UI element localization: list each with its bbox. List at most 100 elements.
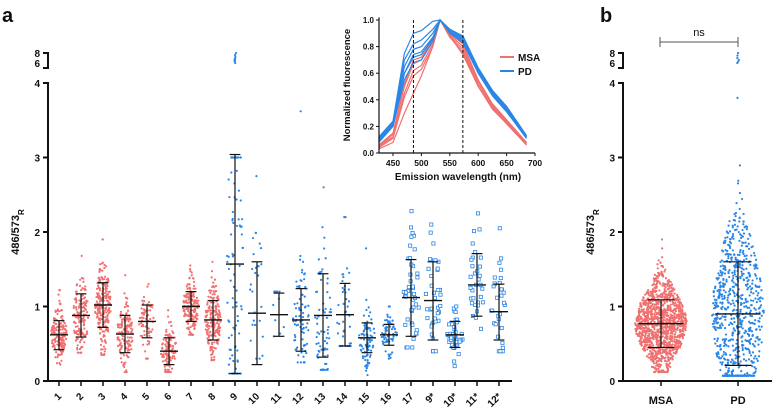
- data-point: [323, 348, 326, 352]
- data-point: [106, 318, 109, 321]
- data-point: [368, 340, 372, 343]
- data-point: [51, 326, 54, 329]
- data-point: [321, 368, 324, 371]
- data-point: [493, 322, 498, 327]
- data-point: [298, 258, 302, 261]
- data-point: [746, 282, 749, 286]
- data-point: [727, 369, 731, 372]
- data-point: [326, 277, 329, 280]
- data-point: [668, 341, 671, 344]
- data-point: [754, 274, 757, 277]
- data-point: [730, 279, 734, 282]
- data-point: [733, 271, 736, 274]
- data-point: [123, 365, 126, 369]
- data-point: [753, 374, 756, 377]
- data-point: [656, 336, 659, 339]
- data-point: [431, 241, 436, 246]
- data-point: [230, 156, 234, 159]
- data-point: [207, 341, 210, 345]
- data-point: [749, 291, 753, 294]
- data-point: [209, 291, 212, 294]
- data-point: [651, 313, 654, 316]
- data-point: [237, 189, 240, 192]
- data-point: [719, 317, 723, 320]
- data-point: [651, 337, 654, 340]
- data-point: [217, 322, 221, 326]
- data-point: [740, 270, 743, 273]
- data-point: [745, 284, 748, 287]
- data-point: [214, 284, 218, 288]
- data-point: [170, 324, 173, 327]
- data-point: [646, 343, 649, 347]
- data-point: [196, 317, 199, 320]
- data-point: [336, 332, 340, 335]
- x-tick-label: 10: [246, 391, 262, 407]
- data-point: [237, 218, 240, 221]
- data-point: [714, 328, 718, 332]
- data-point: [214, 334, 217, 338]
- data-point: [326, 367, 329, 371]
- data-point: [143, 311, 146, 314]
- data-point: [663, 326, 667, 329]
- data-point: [219, 315, 222, 319]
- data-point: [230, 171, 233, 174]
- data-point: [236, 319, 240, 322]
- data-point: [365, 298, 368, 302]
- data-point: [658, 273, 661, 277]
- data-point: [736, 374, 739, 377]
- data-point: [674, 343, 677, 346]
- data-point: [749, 299, 753, 302]
- data-point: [81, 306, 84, 309]
- data-point: [171, 330, 174, 333]
- data-point: [724, 291, 727, 294]
- data-point: [409, 209, 414, 214]
- data-point: [639, 325, 642, 328]
- data-point: [668, 349, 672, 352]
- data-point: [653, 320, 656, 323]
- data-point: [739, 303, 742, 307]
- data-point: [104, 316, 107, 319]
- data-point: [300, 351, 303, 354]
- data-point: [386, 321, 390, 324]
- data-point: [315, 342, 318, 346]
- data-point: [362, 314, 366, 317]
- data-point: [99, 328, 103, 331]
- data-point: [362, 347, 365, 350]
- data-point: [670, 286, 673, 289]
- data-point: [656, 363, 660, 366]
- data-point: [682, 327, 685, 330]
- data-point: [367, 348, 370, 352]
- data-point: [435, 266, 440, 271]
- data-point: [99, 305, 102, 308]
- data-point: [723, 326, 727, 330]
- data-point: [747, 247, 751, 251]
- data-point: [655, 340, 658, 343]
- data-point: [452, 364, 457, 369]
- data-point: [126, 309, 130, 312]
- data-point: [665, 360, 669, 363]
- data-point: [80, 254, 83, 257]
- data-point: [58, 353, 62, 356]
- data-point: [657, 319, 660, 322]
- data-point: [323, 236, 326, 239]
- data-point: [258, 357, 261, 360]
- data-point: [657, 301, 660, 304]
- data-point: [238, 332, 241, 335]
- data-point: [96, 314, 99, 318]
- data-point: [671, 319, 674, 322]
- data-point: [296, 285, 299, 288]
- data-point: [671, 332, 674, 335]
- data-point: [664, 356, 667, 359]
- data-point: [676, 324, 679, 327]
- data-point: [719, 326, 723, 330]
- data-point: [147, 283, 150, 286]
- data-point: [638, 326, 641, 330]
- data-point: [649, 349, 652, 353]
- data-point: [95, 287, 99, 290]
- data-point: [232, 221, 235, 225]
- data-point: [666, 370, 669, 373]
- data-point: [59, 325, 62, 328]
- data-point: [666, 311, 669, 314]
- data-point: [669, 303, 672, 306]
- data-point: [364, 247, 368, 250]
